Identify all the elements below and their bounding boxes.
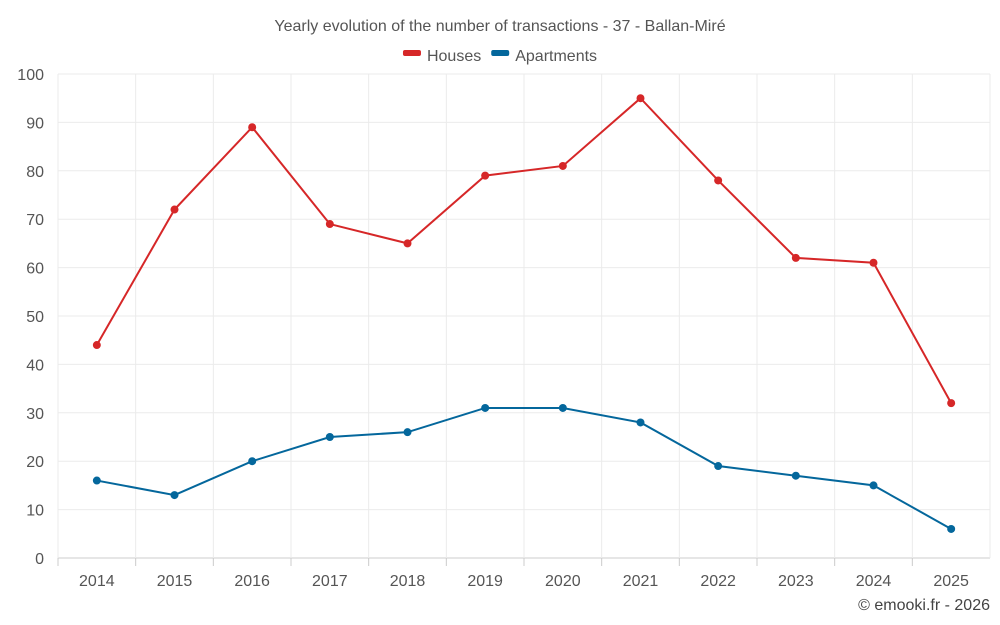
series-line-houses (95, 96, 953, 404)
x-tick-label: 2021 (623, 573, 659, 590)
x-tick-label: 2014 (79, 573, 115, 590)
x-tick-label: 2018 (390, 573, 426, 590)
data-point-houses[interactable] (92, 341, 101, 350)
data-point-houses[interactable] (248, 123, 257, 132)
data-point-apartments[interactable] (170, 491, 179, 500)
legend-label: Houses (427, 48, 481, 65)
data-point-apartments[interactable] (403, 428, 412, 437)
data-point-apartments[interactable] (325, 433, 334, 441)
data-point-apartments[interactable] (714, 462, 723, 471)
data-point-apartments[interactable] (869, 481, 878, 490)
y-tick-label: 70 (26, 212, 44, 229)
grid (57, 73, 991, 566)
x-tick-label: 2025 (933, 573, 969, 590)
x-tick-label: 2015 (157, 573, 193, 590)
legend: Houses Apartments (402, 48, 597, 65)
x-axis: 2014 2015 2016 2017 2018 2019 2020 2021 2022 2023… (79, 573, 969, 590)
y-tick-label: 0 (35, 551, 44, 568)
y-tick-label: 90 (26, 115, 44, 132)
data-point-houses[interactable] (869, 258, 878, 267)
legend-swatch (402, 50, 421, 56)
y-tick-label: 30 (26, 406, 44, 423)
legend-swatch (491, 50, 510, 56)
data-point-houses[interactable] (170, 205, 179, 214)
y-tick-label: 80 (26, 164, 44, 181)
x-tick-label: 2022 (700, 573, 736, 590)
data-point-apartments[interactable] (558, 403, 567, 412)
x-tick-label: 2016 (234, 573, 270, 590)
data-point-houses[interactable] (558, 161, 567, 170)
data-point-houses[interactable] (791, 253, 800, 262)
x-tick-label: 2023 (778, 573, 814, 590)
data-point-houses[interactable] (636, 94, 645, 103)
data-point-houses[interactable] (481, 171, 490, 180)
x-tick-label: 2019 (467, 573, 503, 590)
y-axis: 0 10 20 30 40 50 60 70 80 90 100 (17, 67, 44, 568)
chart-title: Yearly evolution of the number of transa… (274, 18, 725, 35)
data-point-houses[interactable] (403, 239, 412, 248)
data-point-apartments[interactable] (248, 457, 257, 466)
x-tick-label: 2024 (856, 573, 892, 590)
y-tick-label: 50 (26, 309, 44, 326)
legend-label: Apartments (515, 48, 597, 65)
y-tick-label: 10 (26, 503, 44, 520)
y-tick-label: 40 (26, 357, 44, 374)
data-point-apartments[interactable] (481, 403, 490, 412)
x-tick-label: 2017 (312, 573, 348, 590)
series-layer (92, 94, 956, 533)
data-point-houses[interactable] (325, 220, 334, 229)
data-point-apartments[interactable] (947, 524, 956, 533)
data-point-apartments[interactable] (636, 418, 645, 427)
data-point-houses[interactable] (714, 176, 723, 185)
legend-item-apartments[interactable]: Apartments (491, 48, 597, 65)
x-tick-label: 2020 (545, 573, 581, 590)
y-tick-label: 100 (17, 67, 44, 84)
y-tick-label: 60 (26, 261, 44, 278)
series-line-apartments (96, 406, 952, 530)
data-point-houses[interactable] (947, 399, 956, 408)
data-point-apartments[interactable] (791, 471, 800, 480)
credit-text: © emooki.fr - 2026 (858, 597, 990, 614)
legend-item-houses[interactable]: Houses (402, 48, 481, 65)
y-tick-label: 20 (26, 454, 44, 471)
data-point-apartments[interactable] (92, 476, 101, 485)
